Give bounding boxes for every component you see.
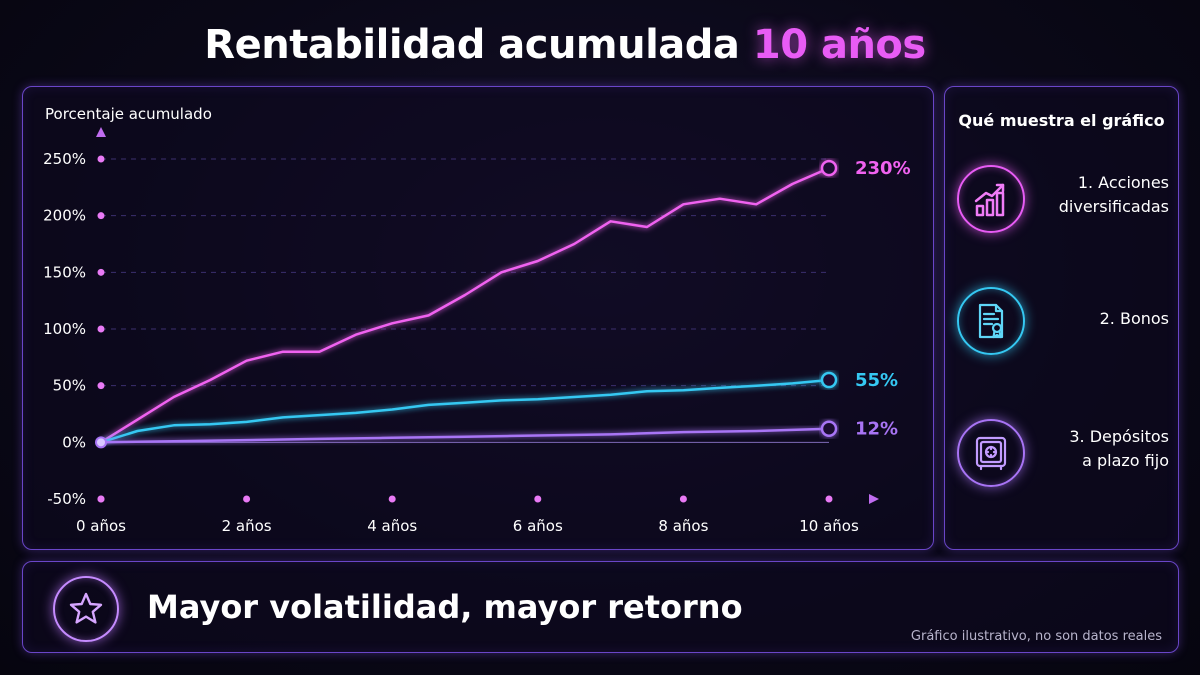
y-axis-arrow [96, 127, 106, 137]
x-tick-label: 0 años [76, 517, 126, 535]
legend-label-depositos: 3. Depósitos a plazo fijo [1069, 427, 1169, 470]
legend-label-bonos: 2. Bonos [1099, 309, 1169, 328]
y-tick-label: 100% [43, 320, 86, 338]
x-tick-dot [388, 495, 396, 503]
bottom-banner: Mayor volatilidad, mayor retorno Gráfico… [22, 561, 1179, 653]
y-tick-dot [97, 212, 105, 220]
ticks: 250% 200% 150% 100% 50% 0% -50% 0 años 2 años 4 a… [43, 150, 859, 535]
grid [101, 158, 829, 443]
origin-marker [95, 436, 107, 449]
y-tick-dot [97, 382, 105, 390]
y-tick-dot [97, 268, 105, 276]
legend-item-depositos: 3. Depósitos a plazo fijo [957, 419, 1172, 499]
series-end-marker-acciones [820, 159, 838, 177]
x-tick-label: 8 años [658, 517, 708, 535]
series-line-acciones [100, 166, 830, 444]
y-axis-label: Porcentaje acumulado [45, 105, 212, 123]
disclaimer: Gráfico ilustrativo, no son datos reales [910, 629, 1162, 644]
bar-chart-growth-icon [957, 165, 1025, 233]
x-tick-dot [97, 495, 105, 503]
series-group: 230% 55% 12% [95, 158, 911, 449]
headline: Mayor volatilidad, mayor retorno [147, 588, 743, 626]
page-title: Rentabilidad acumulada 10 años [0, 22, 1130, 68]
title-highlight: 10 años [752, 22, 926, 68]
y-tick-label: 250% [43, 150, 86, 168]
y-tick-label: 0% [62, 433, 86, 451]
y-tick-dot [97, 325, 105, 333]
x-tick-label: 2 años [222, 517, 272, 535]
chart-panel: Porcentaje acumulado 250% 200% 150% 100% 50%… [22, 86, 934, 550]
y-tick-label: 200% [43, 207, 86, 225]
safe-icon [957, 419, 1025, 487]
series-end-label-bonos: 55% [855, 370, 898, 391]
x-tick-dot [825, 495, 833, 503]
y-tick-dot [97, 155, 105, 163]
series-line-bonos [100, 378, 830, 444]
title-main: Rentabilidad acumulada [204, 22, 740, 68]
x-tick-dot [243, 495, 251, 503]
legend-item-acciones: 1. Acciones diversificadas [957, 165, 1172, 245]
legend-title: Qué muestra el gráfico [958, 111, 1165, 130]
star-icon [53, 576, 119, 642]
x-tick-label: 4 años [367, 517, 417, 535]
legend-panel: Qué muestra el gráfico 1. Acciones diver… [944, 86, 1179, 550]
axes [96, 127, 879, 504]
series-end-marker-bonos [820, 371, 838, 389]
x-tick-dot [679, 495, 687, 503]
y-tick-label: 150% [43, 263, 86, 281]
x-tick-label: 10 años [799, 517, 859, 535]
series-end-label-acciones: 230% [855, 158, 911, 179]
document-certificate-icon [957, 287, 1025, 355]
y-tick-label: -50% [47, 490, 86, 508]
series-line-depositos [100, 427, 830, 444]
series-end-marker-depositos [820, 420, 838, 437]
legend-label-acciones: 1. Acciones diversificadas [1058, 173, 1169, 216]
series-end-label-depositos: 12% [855, 419, 898, 440]
x-tick-dot [534, 495, 542, 503]
legend-item-bonos: 2. Bonos [957, 287, 1172, 367]
x-tick-label: 6 años [513, 517, 563, 535]
y-tick-label: 50% [53, 377, 86, 395]
x-axis-arrow [869, 494, 879, 504]
chart-svg: Porcentaje acumulado 250% 200% 150% 100% 50%… [43, 105, 911, 535]
